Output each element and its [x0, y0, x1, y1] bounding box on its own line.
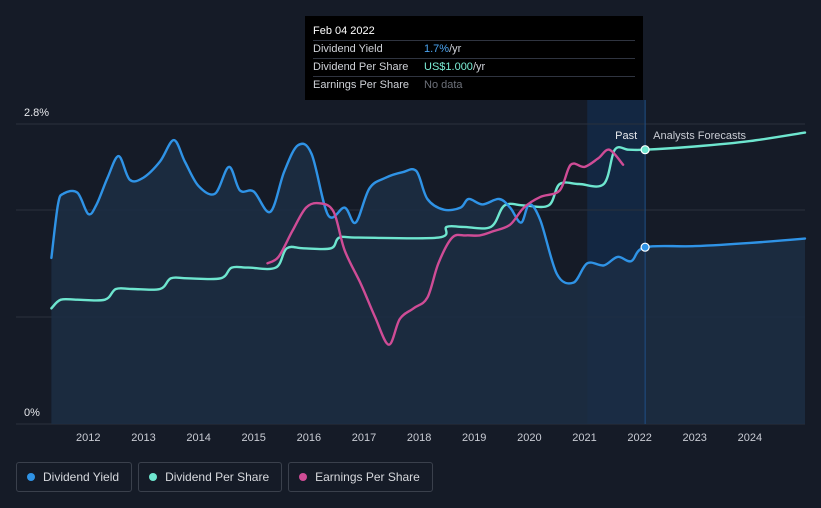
- legend-item-earnings-per-share[interactable]: Earnings Per Share: [288, 462, 433, 492]
- tooltip-row-dividend-per-share: Dividend Per Share US$1.000 /yr: [313, 59, 635, 77]
- tooltip-date: Feb 04 2022: [313, 22, 635, 41]
- forecast-label: Analysts Forecasts: [653, 130, 746, 142]
- tooltip-label: Earnings Per Share: [313, 79, 409, 91]
- earnings-per-share-line[interactable]: [266, 148, 625, 346]
- tooltip-value: No data: [424, 79, 463, 91]
- x-tick-label: 2014: [186, 432, 210, 444]
- tooltip-label: Dividend Yield: [313, 43, 383, 55]
- past-label: Past: [615, 130, 637, 142]
- x-tick-label: 2016: [297, 432, 321, 444]
- x-axis: 2012 2013 2014 2015 2016 2017 2018 2019 2020 2021…: [76, 432, 762, 444]
- legend-label: Dividend Yield: [43, 470, 120, 484]
- x-tick-label: 2012: [76, 432, 100, 444]
- legend-dot-icon: [27, 473, 35, 481]
- x-tick-label: 2024: [738, 432, 762, 444]
- y-axis-min-label: 0%: [24, 407, 40, 419]
- y-axis-max-label: 2.8%: [24, 107, 49, 119]
- tooltip-value: 1.7%: [424, 43, 450, 55]
- x-tick-label: 2021: [572, 432, 596, 444]
- legend-label: Dividend Per Share: [165, 470, 270, 484]
- x-tick-label: 2018: [407, 432, 431, 444]
- legend-dot-icon: [149, 473, 158, 481]
- legend-item-dividend-per-share[interactable]: Dividend Per Share: [138, 462, 283, 492]
- legend: Dividend Yield Dividend Per Share Earnin…: [16, 462, 433, 492]
- dividend-yield-marker[interactable]: [640, 242, 650, 252]
- dividend-per-share-line[interactable]: [50, 131, 807, 310]
- tooltip-unit: /yr: [472, 61, 486, 73]
- x-tick-label: 2017: [352, 432, 376, 444]
- series-layer: [50, 131, 807, 424]
- tooltip-label: Dividend Per Share: [313, 61, 409, 73]
- tooltip-value: US$1.000: [424, 61, 473, 73]
- legend-label: Earnings Per Share: [315, 470, 420, 484]
- x-tick-label: 2013: [131, 432, 155, 444]
- x-tick-label: 2023: [682, 432, 706, 444]
- tooltip-row-dividend-yield: Dividend Yield 1.7% /yr: [313, 41, 635, 59]
- x-tick-label: 2022: [627, 432, 651, 444]
- x-tick-label: 2019: [462, 432, 486, 444]
- legend-dot-icon: [299, 473, 308, 481]
- dividend-yield-area: [51, 140, 805, 424]
- tooltip-row-earnings-per-share: Earnings Per Share No data: [313, 77, 635, 94]
- tooltip-unit: /yr: [449, 43, 462, 55]
- legend-item-dividend-yield[interactable]: Dividend Yield: [16, 462, 133, 492]
- forecast-markers: [640, 145, 650, 252]
- dividend-yield-line[interactable]: [50, 138, 807, 285]
- x-tick-label: 2020: [517, 432, 541, 444]
- tooltip: Feb 04 2022 Dividend Yield 1.7% /yr Divi…: [305, 16, 643, 100]
- dividend-per-share-marker[interactable]: [640, 145, 650, 155]
- x-tick-label: 2015: [241, 432, 265, 444]
